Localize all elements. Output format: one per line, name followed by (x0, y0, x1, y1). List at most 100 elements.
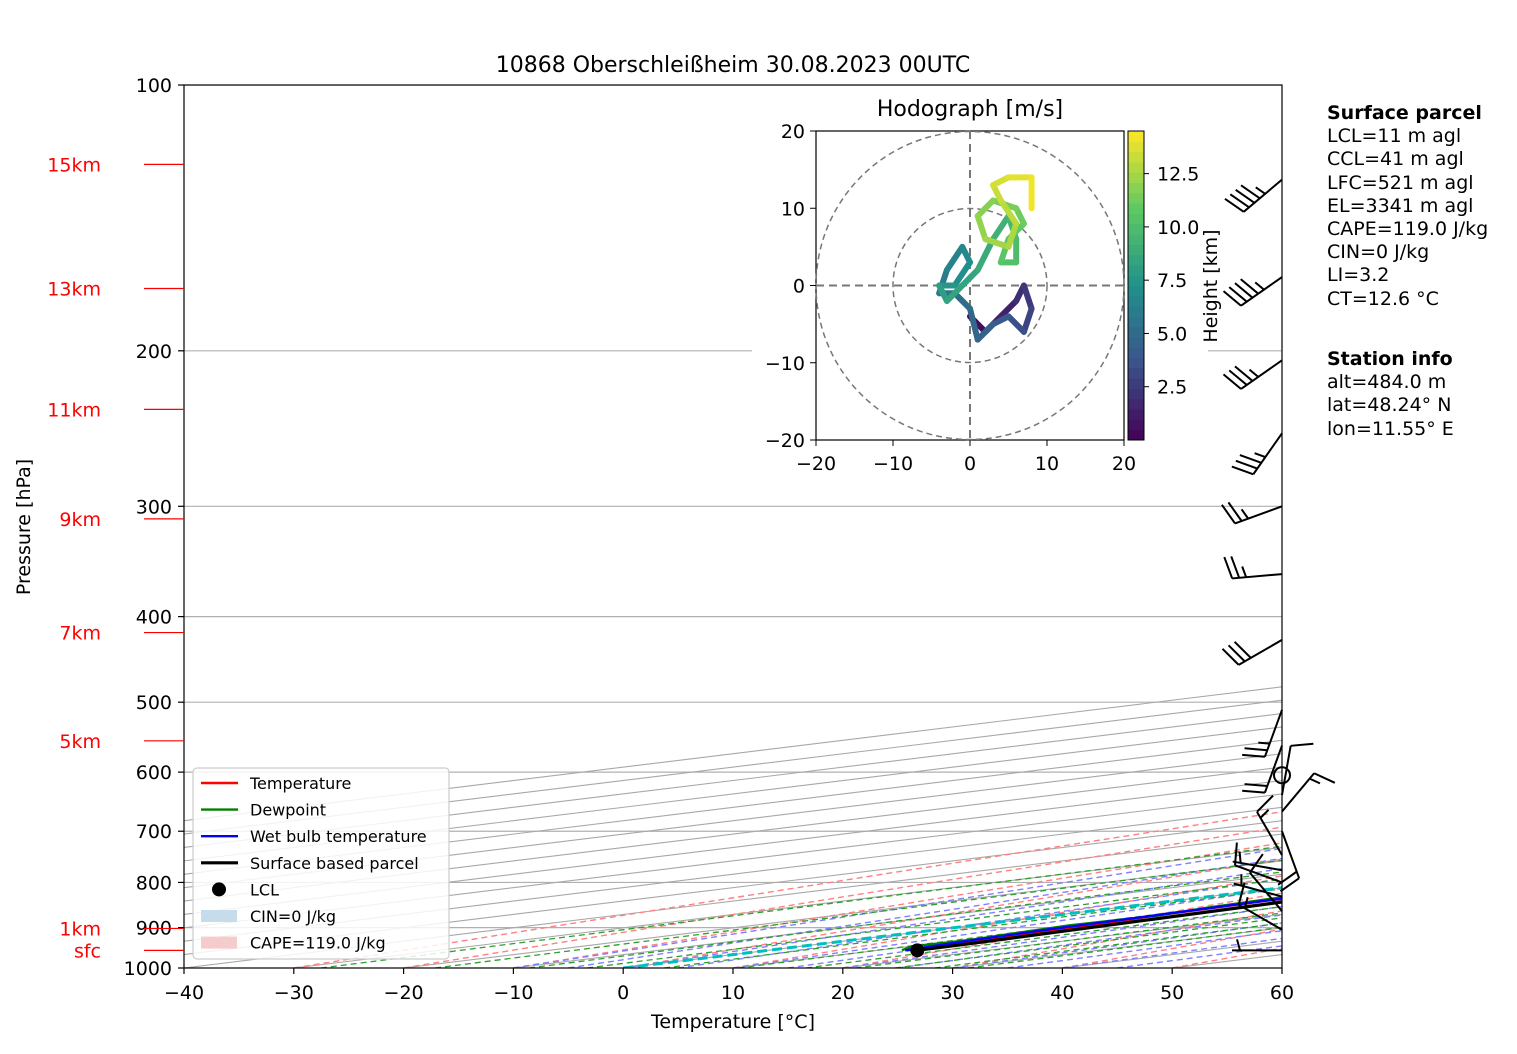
colorbar-segment (1128, 151, 1144, 163)
barb-flag (1249, 853, 1264, 874)
wind-barbs (1221, 178, 1336, 952)
y-tick-label: 200 (136, 341, 172, 363)
colorbar-segment (1128, 337, 1144, 348)
station-info-panel: Station info alt=484.0 m lat=48.24° N lo… (1327, 348, 1454, 441)
colorbar-tick-label: 10.0 (1157, 217, 1199, 239)
barb-staff (1243, 178, 1283, 213)
x-tick-label: 50 (1160, 982, 1184, 1004)
hodograph-segment (951, 290, 973, 312)
colorbar-label: Height [km] (1200, 229, 1222, 342)
mixing-ratio-line (855, 912, 1282, 968)
hodograph-segment (1020, 282, 1035, 312)
barb-staff (1256, 811, 1283, 856)
barb-half-flag (1254, 452, 1266, 458)
barb-staff (1234, 505, 1283, 525)
wind-barb (1233, 874, 1283, 898)
wind-barb (1256, 794, 1283, 856)
y-tick-label: 500 (136, 692, 172, 714)
colorbar-segment (1128, 295, 1144, 307)
colorbar-segment (1128, 347, 1144, 359)
barb-staff (1281, 745, 1292, 796)
dry-adiabat (293, 811, 1282, 968)
dry-adiabat (513, 842, 1282, 968)
height-label: 7km (59, 623, 101, 645)
colorbar-segment (1128, 264, 1144, 276)
isotherm (184, 726, 1282, 862)
hodograph-segment (1020, 305, 1035, 335)
x-tick-label: −40 (164, 982, 204, 1004)
longitude-value: lon=11.55° E (1327, 417, 1454, 440)
barb-flag (1244, 783, 1268, 788)
barb-half-flag (1241, 566, 1248, 578)
colorbar-tick-label: 7.5 (1157, 270, 1187, 292)
lcl-marker (910, 943, 925, 958)
x-tick-label: 60 (1270, 982, 1294, 1004)
barb-flag (1313, 772, 1336, 784)
mixing-ratio-line (934, 922, 1282, 968)
barb-flag (1234, 365, 1254, 382)
y-tick-label: 600 (136, 762, 172, 784)
wind-barb (1232, 851, 1283, 872)
barb-flag (1233, 641, 1252, 659)
wind-barb (1232, 939, 1282, 952)
legend-label: CIN=0 J/kg (250, 907, 336, 926)
hodograph-x-label: −20 (796, 453, 836, 475)
mixing-ratio-line (967, 926, 1282, 968)
hodograph-x-label: 20 (1112, 453, 1136, 475)
colorbar-tick-label: 2.5 (1157, 377, 1187, 399)
barb-flag (1277, 870, 1298, 886)
wind-barb (1221, 501, 1283, 525)
hodograph-title: Hodograph [m/s] (877, 97, 1063, 122)
profile-series (901, 896, 1282, 958)
hodograph-segment (1005, 220, 1020, 250)
isotherm (184, 739, 1282, 875)
barb-flag (1239, 454, 1262, 464)
colorbar-segment (1128, 326, 1144, 338)
isotherm (184, 779, 1282, 915)
hodograph-segment (974, 212, 989, 243)
colorbar-segment (1128, 172, 1144, 183)
barb-staff (1240, 359, 1283, 390)
legend-marker (212, 882, 226, 897)
barb-half-flag (1238, 851, 1242, 864)
colorbar-segment (1128, 378, 1144, 389)
barb-half-flag (1255, 186, 1266, 195)
dry-adiabat (623, 858, 1282, 968)
barb-flag (1222, 373, 1242, 390)
hodograph-segment (974, 236, 997, 274)
x-tick-label: 10 (721, 982, 745, 1004)
barb-staff (1232, 573, 1283, 580)
hodograph-x-label: 10 (1035, 453, 1059, 475)
barb-half-flag (1240, 508, 1249, 520)
mixing-ratio-line (805, 906, 1282, 968)
barb-flag (1240, 184, 1261, 200)
chart-title: 10868 Oberschleißheim 30.08.2023 00UTC (496, 53, 971, 78)
surface-parcel-panel: Surface parcel LCL=11 m agl CCL=41 m agl… (1327, 102, 1488, 311)
dry-adiabat (732, 875, 1282, 968)
isotherm (184, 753, 1282, 889)
moist-adiabat (732, 887, 1282, 968)
barb-flag (1221, 504, 1236, 524)
x-tick-label: 40 (1050, 982, 1074, 1004)
hodograph-segment (967, 305, 981, 343)
isotherm (184, 820, 1282, 956)
y-tick-label: 400 (136, 607, 172, 629)
barb-flag (1240, 278, 1259, 295)
legend-label: CAPE=119.0 J/kg (250, 934, 386, 953)
colorbar-segment (1128, 161, 1144, 173)
colorbar-segment (1128, 234, 1144, 245)
wind-barb (1231, 432, 1283, 476)
hodograph-segment (997, 297, 1020, 320)
isotherm (184, 766, 1282, 902)
legend-patch (201, 936, 237, 949)
wind-barb (1242, 745, 1283, 794)
hodograph-y-label: −20 (765, 430, 805, 452)
hodograph-segment (1005, 313, 1027, 335)
hodograph-ring (892, 207, 1048, 364)
wind-barb (1277, 830, 1301, 893)
hodograph-frame (815, 130, 1125, 441)
x-tick-label: −30 (274, 982, 314, 1004)
barb-half-flag (1236, 939, 1241, 951)
barb-flag (1224, 197, 1245, 213)
